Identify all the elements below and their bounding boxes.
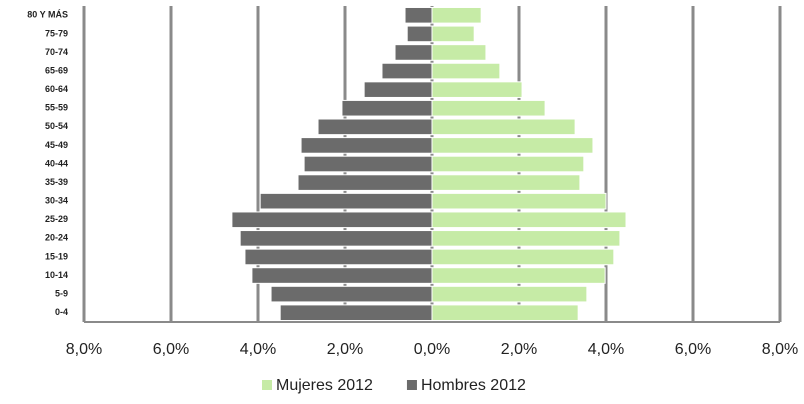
bar	[431, 99, 546, 117]
bar	[259, 192, 433, 210]
bar	[431, 230, 621, 247]
bar	[431, 248, 615, 266]
bar	[431, 62, 501, 80]
bar	[431, 211, 627, 229]
bar	[231, 211, 433, 229]
bar	[431, 44, 487, 61]
bar	[297, 174, 433, 191]
bar	[431, 81, 523, 98]
bar	[239, 230, 433, 247]
x-tick-label: 4,0%	[588, 341, 624, 358]
bar	[406, 25, 433, 43]
bar	[431, 25, 475, 43]
x-tick-label: 8,0%	[762, 341, 798, 358]
bar	[270, 285, 433, 303]
y-tick-label: 0-4	[55, 307, 68, 317]
bar	[394, 44, 433, 61]
bar	[431, 304, 579, 322]
y-tick-label: 80 Y MÁS	[27, 10, 68, 20]
y-tick-label: 25-29	[45, 214, 68, 224]
bar	[431, 118, 576, 136]
y-tick-label: 60-64	[45, 84, 68, 94]
x-tick-label: 0,0%	[414, 341, 450, 358]
x-tick-label: 2,0%	[501, 341, 537, 358]
bar	[244, 248, 433, 266]
y-tick-label: 75-79	[45, 28, 68, 38]
y-tick-label: 65-69	[45, 65, 68, 75]
bar	[381, 62, 433, 80]
y-tick-label: 20-24	[45, 233, 68, 243]
bar	[431, 285, 588, 303]
bar	[341, 99, 433, 117]
x-tick-label: 8,0%	[66, 341, 102, 358]
y-tick-label: 5-9	[55, 288, 68, 298]
bar	[431, 192, 607, 210]
bar	[431, 267, 606, 284]
x-tick-label: 6,0%	[675, 341, 711, 358]
y-tick-label: 50-54	[45, 121, 68, 131]
bar	[431, 6, 482, 24]
legend-swatch	[262, 380, 272, 390]
bar	[300, 137, 433, 154]
bar	[431, 155, 585, 173]
y-tick-label: 10-14	[45, 270, 68, 280]
y-tick-label: 45-49	[45, 140, 68, 150]
legend-label: Hombres 2012	[421, 377, 526, 394]
y-tick-label: 30-34	[45, 196, 68, 206]
legend-label: Mujeres 2012	[276, 377, 373, 394]
bar	[404, 6, 433, 24]
y-tick-label: 35-39	[45, 177, 68, 187]
bar	[279, 304, 433, 322]
bar	[303, 155, 433, 173]
bar	[431, 174, 581, 191]
legend-swatch	[406, 380, 417, 390]
bar	[431, 137, 594, 154]
bar	[251, 267, 433, 284]
x-tick-label: 6,0%	[153, 341, 189, 358]
bar	[317, 118, 433, 136]
y-tick-label: 15-19	[45, 251, 68, 261]
y-tick-label: 55-59	[45, 103, 68, 113]
y-tick-label: 40-44	[45, 158, 68, 168]
y-tick-label: 70-74	[45, 47, 68, 57]
bar	[363, 81, 433, 98]
x-tick-label: 4,0%	[240, 341, 276, 358]
x-tick-label: 2,0%	[327, 341, 363, 358]
